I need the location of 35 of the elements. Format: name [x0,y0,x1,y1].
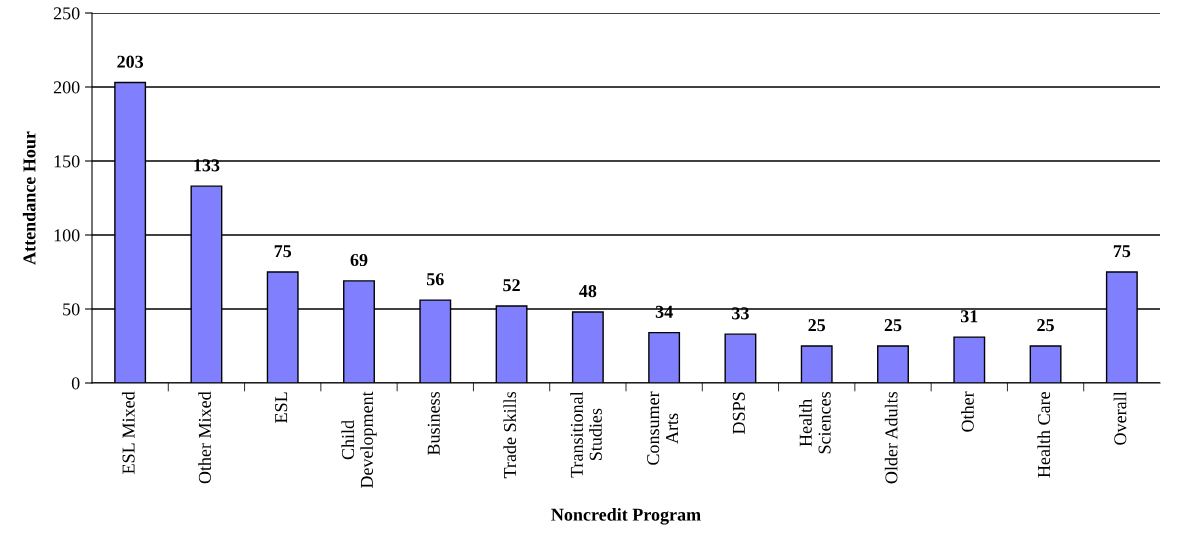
y-tick-label: 150 [54,155,80,168]
data-label: 25 [808,319,826,332]
data-label: 25 [1037,319,1054,332]
x-tick-label: Child Development [341,391,377,489]
x-tick-label: Business [427,391,440,456]
data-label: 25 [884,319,902,332]
x-tick-label: Older Adults [884,391,898,484]
x-tick-label: Health Sciences [799,391,831,454]
data-label: 75 [274,245,292,258]
x-tick-label: Trade Skills [503,391,517,479]
x-tick-label: Transitional Studies [570,391,602,478]
x-tick-label: Overall [1113,391,1127,445]
y-tick-label: 0 [71,377,80,390]
y-tick-label: 250 [53,7,80,20]
y-tick-label: 200 [53,81,80,94]
x-tick-label: ESL Mixed [121,391,135,474]
x-tick-label: Other [961,391,974,432]
x-tick-label: Health Care [1037,391,1051,478]
y-axis-title: Attendance Hour [22,131,36,265]
data-label: 69 [350,253,368,267]
x-tick-label: DSPS [732,392,745,434]
x-tick-label: ESL [275,392,288,423]
y-tick-label: 50 [63,303,80,316]
data-label: 133 [194,159,220,172]
data-label: 31 [960,310,978,323]
x-axis-title: Noncredit Program [551,508,701,525]
y-tick-label: 100 [54,229,80,242]
x-tick-label: Consumer Arts [647,391,679,465]
data-label: 33 [732,307,749,320]
data-label: 56 [426,273,444,286]
x-tick-label: Other Mixed [198,391,211,484]
data-label: 48 [579,285,597,298]
data-label: 75 [1113,245,1131,258]
data-label: 52 [503,279,520,292]
data-label: 203 [117,55,144,68]
